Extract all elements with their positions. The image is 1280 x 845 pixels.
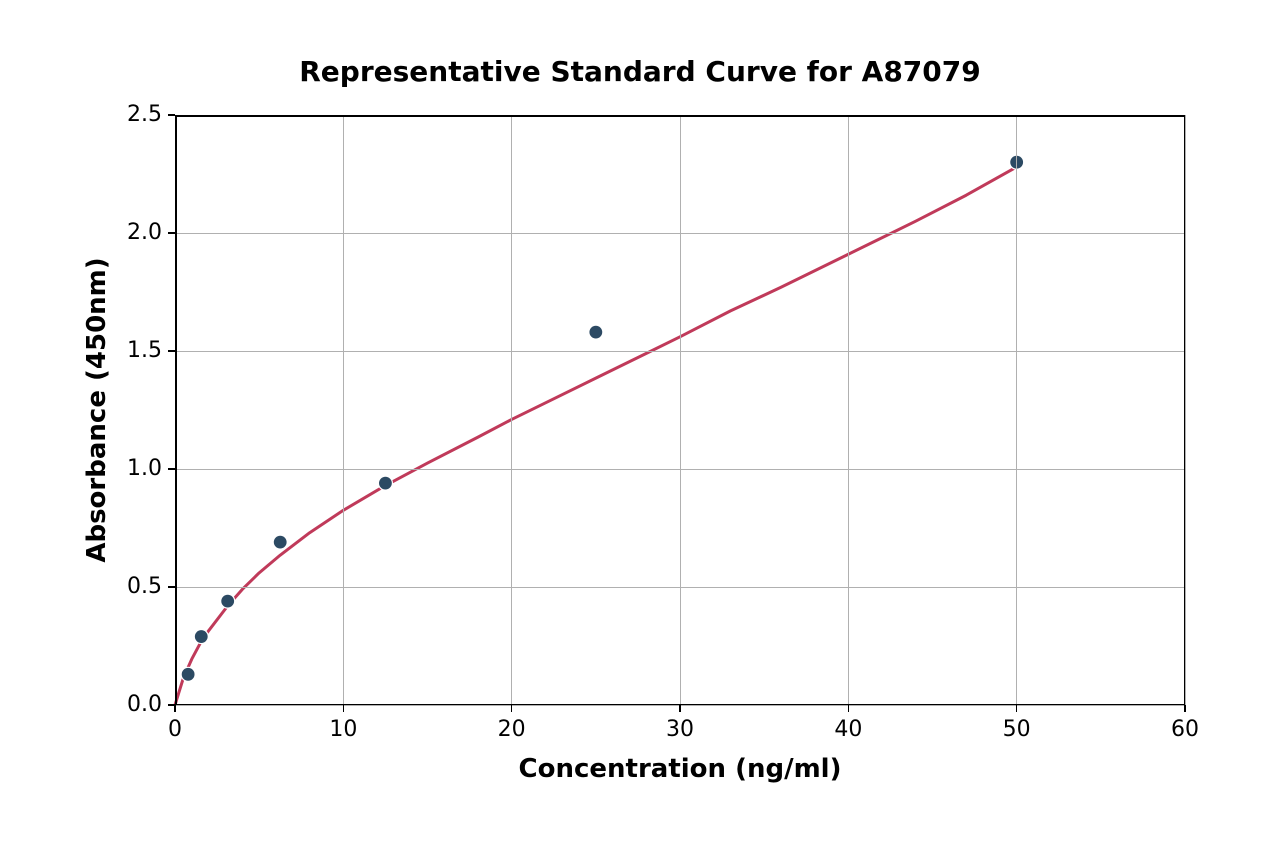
- grid-vertical: [848, 115, 849, 705]
- xtick-label: 10: [313, 717, 373, 742]
- data-point: [194, 630, 208, 644]
- xtick: [1184, 705, 1186, 712]
- ytick-label: 2.5: [127, 102, 162, 127]
- spine-left: [175, 115, 177, 705]
- x-axis-label: Concentration (ng/ml): [175, 754, 1185, 784]
- data-point: [273, 535, 287, 549]
- ytick-label: 0.5: [127, 574, 162, 599]
- xtick: [511, 705, 513, 712]
- ytick-label: 0.0: [127, 692, 162, 717]
- ytick: [168, 586, 175, 588]
- ytick: [168, 350, 175, 352]
- spine-right: [1184, 115, 1186, 705]
- ytick-label: 1.5: [127, 338, 162, 363]
- grid-horizontal: [175, 351, 1185, 352]
- figure-container: Representative Standard Curve for A87079…: [0, 0, 1280, 845]
- xtick-label: 60: [1155, 717, 1215, 742]
- grid-horizontal: [175, 233, 1185, 234]
- xtick-label: 20: [482, 717, 542, 742]
- data-point: [378, 476, 392, 490]
- xtick: [343, 705, 345, 712]
- fitted-curve: [175, 167, 1017, 705]
- xtick: [848, 705, 850, 712]
- ytick: [168, 114, 175, 116]
- data-point: [589, 325, 603, 339]
- xtick-label: 40: [818, 717, 878, 742]
- grid-vertical: [511, 115, 512, 705]
- ytick-label: 1.0: [127, 456, 162, 481]
- y-axis-label: Absorbance (450nm): [82, 115, 112, 705]
- xtick-label: 30: [650, 717, 710, 742]
- grid-vertical: [343, 115, 344, 705]
- data-point: [181, 667, 195, 681]
- spine-top: [175, 115, 1185, 117]
- xtick: [679, 705, 681, 712]
- ytick: [168, 468, 175, 470]
- ytick: [168, 232, 175, 234]
- xtick: [174, 705, 176, 712]
- ytick: [168, 704, 175, 706]
- xtick-label: 0: [145, 717, 205, 742]
- grid-horizontal: [175, 587, 1185, 588]
- grid-vertical: [1016, 115, 1017, 705]
- grid-horizontal: [175, 469, 1185, 470]
- xtick: [1016, 705, 1018, 712]
- chart-title: Representative Standard Curve for A87079: [0, 55, 1280, 88]
- grid-vertical: [680, 115, 681, 705]
- ytick-label: 2.0: [127, 220, 162, 245]
- data-point: [221, 594, 235, 608]
- plot-area: [175, 115, 1185, 705]
- xtick-label: 50: [987, 717, 1047, 742]
